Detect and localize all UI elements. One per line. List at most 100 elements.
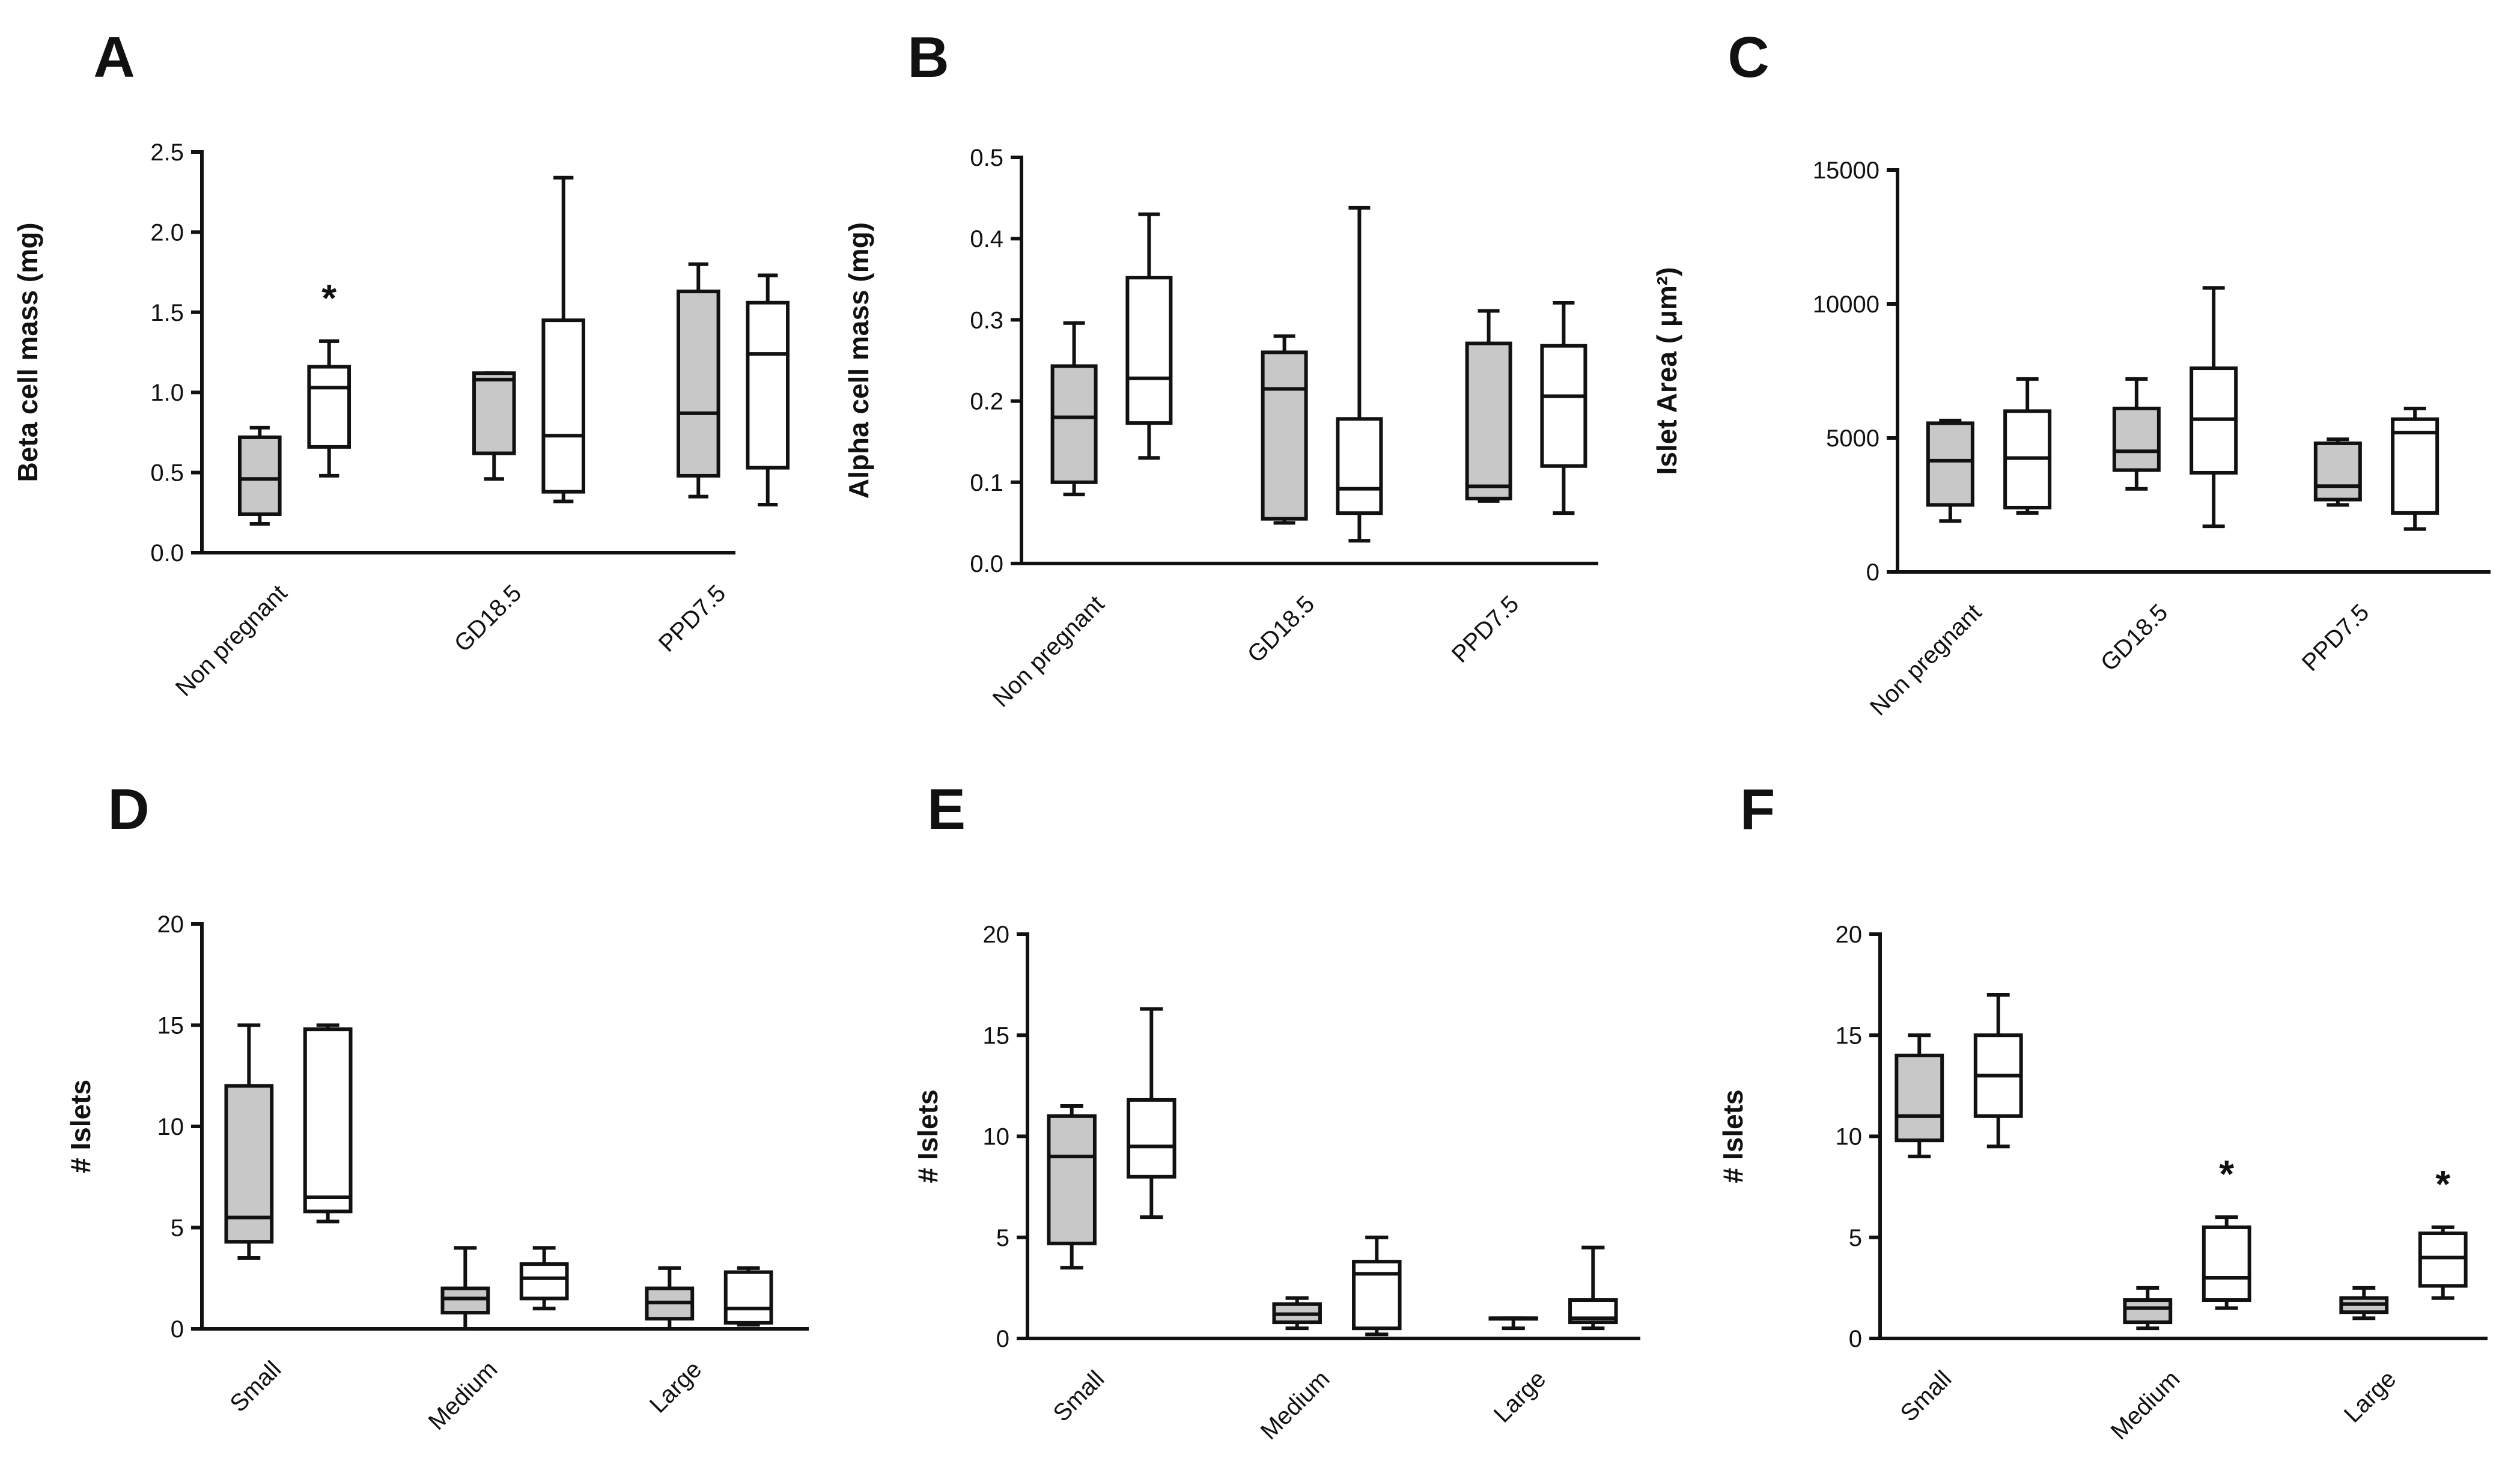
y-tick-label: 2.5	[150, 139, 184, 166]
box-plot-small-group-1	[224, 1023, 274, 1260]
category-label: Large	[1489, 1365, 1551, 1427]
box-plot-medium-group-1	[1272, 1296, 1322, 1331]
box-plot-large-group-2	[723, 1266, 773, 1327]
y-tick-label: 0.0	[970, 551, 1003, 577]
box-plot-medium-group-1	[440, 1246, 490, 1331]
y-axis-label: Beta cell mass (mg)	[12, 222, 43, 482]
box-iqr	[237, 435, 282, 516]
box-plot-gd18.5-group-2	[541, 175, 586, 503]
y-tick-label: 0	[1849, 1326, 1862, 1352]
y-tick-label: 0.2	[970, 389, 1003, 415]
category-label: GD18.5	[449, 580, 527, 657]
box-iqr	[2202, 1225, 2251, 1302]
y-tick-label: 0	[171, 1316, 184, 1343]
significance-star: *	[2435, 1162, 2450, 1206]
box-iqr	[746, 300, 790, 470]
y-tick-label: 15	[1836, 1022, 1863, 1049]
box-iqr	[1050, 364, 1098, 484]
box-plot-large-group-1	[2339, 1286, 2389, 1320]
y-axis-label: Islet Area ( μm²)	[1651, 267, 1682, 475]
box-plot-small-group-2	[303, 1023, 353, 1224]
box-iqr	[1336, 417, 1383, 515]
y-tick-label: 0	[1866, 559, 1879, 586]
box-iqr	[1261, 350, 1308, 521]
significance-star: *	[321, 276, 336, 320]
y-tick-label: 15	[157, 1013, 184, 1039]
category-label: Medium	[1256, 1365, 1335, 1445]
y-tick-label: 0.1	[970, 470, 1003, 496]
box-plot-large-group-2	[1568, 1245, 1618, 1331]
box-plot-ppd7.5-group-1	[1465, 309, 1512, 503]
y-tick-label: 10000	[1813, 291, 1879, 318]
y-axis-label: # Islets	[912, 1090, 943, 1183]
box-iqr	[1352, 1260, 1402, 1331]
chart-panel-b: B 0.0 0.1 0.2 0.3 0.4 0.5 Alpha cell mass (mg) N…	[843, 25, 1598, 712]
category-label: PPD7.5	[1447, 591, 1524, 668]
panel-letter: F	[1740, 777, 1776, 842]
chart-panel-c: C 0 5000 10000 15000 Islet Area ( μm²) Non pre…	[1651, 25, 2491, 721]
box-iqr	[676, 290, 720, 478]
box-iqr	[2112, 406, 2161, 472]
category-label: GD18.5	[2096, 599, 2173, 676]
y-tick-label: 20	[983, 922, 1010, 948]
y-tick-label: 5	[171, 1215, 184, 1242]
y-tick-label: 5	[996, 1225, 1009, 1251]
y-tick-label: 20	[1836, 922, 1863, 948]
panel-letter: E	[927, 777, 966, 842]
box-plot-large-group-1	[645, 1266, 695, 1331]
y-tick-label: 15000	[1813, 157, 1879, 184]
panel-letter: D	[108, 777, 149, 842]
category-label: Small	[1048, 1365, 1110, 1427]
box-iqr	[303, 1027, 353, 1213]
y-tick-label: 5	[1849, 1225, 1862, 1251]
category-label: Non pregnant	[988, 591, 1110, 712]
box-iqr	[2313, 441, 2362, 502]
box-iqr	[519, 1262, 569, 1301]
category-label: Large	[645, 1356, 707, 1418]
box-plot-ppd7.5-group-2	[2391, 406, 2439, 531]
box-plot-non-pregnant-group-2	[1125, 212, 1173, 460]
category-label: Non pregnant	[1865, 599, 1987, 721]
category-label: PPD7.5	[654, 580, 731, 657]
box-plot-gd18.5-group-1	[1261, 334, 1308, 525]
y-axis-label: # Islets	[1717, 1090, 1748, 1183]
box-iqr	[1127, 1098, 1176, 1179]
box-iqr	[472, 371, 516, 455]
box-plot-non-pregnant-group-1	[1050, 321, 1098, 497]
y-tick-label: 0.0	[150, 540, 184, 566]
category-label: Non pregnant	[171, 580, 293, 702]
box-iqr	[723, 1270, 773, 1325]
chart-panel-e: E 0 5 10 15 20 # Islets Small Medium Large	[912, 777, 1640, 1445]
box-plot-small-group-1	[1047, 1104, 1097, 1270]
box-iqr	[1895, 1053, 1944, 1143]
category-label: GD18.5	[1243, 591, 1320, 668]
box-plot-medium-group-1	[2123, 1286, 2173, 1331]
category-label: Small	[225, 1356, 287, 1417]
box-plot-large-group-2: *	[2418, 1162, 2468, 1300]
box-plot-non-pregnant-group-1	[1926, 419, 1974, 523]
category-label: Medium	[2106, 1365, 2185, 1445]
box-plot-gd18.5-group-1	[472, 371, 516, 481]
box-plot-medium-group-2	[1352, 1235, 1402, 1337]
box-iqr	[1125, 276, 1173, 425]
box-plot-gd18.5-group-2	[2190, 286, 2238, 529]
chart-panel-a: A 0.0 0.5 1.0 1.5 2.0 2.5 Beta cell mass (mg) No…	[12, 25, 790, 702]
panel-letter: B	[907, 25, 949, 90]
category-label: Small	[1896, 1365, 1957, 1427]
category-label: Medium	[424, 1356, 503, 1435]
box-iqr	[541, 318, 586, 494]
box-iqr	[2391, 417, 2439, 515]
box-plot-small-group-2	[1127, 1007, 1176, 1220]
box-iqr	[1540, 344, 1587, 468]
box-plot-gd18.5-group-2	[1336, 205, 1383, 543]
box-iqr	[2123, 1298, 2173, 1325]
panel-letter: C	[1727, 25, 1769, 90]
y-tick-label: 5000	[1826, 425, 1879, 452]
box-iqr	[440, 1286, 490, 1315]
box-plot-medium-group-2: *	[2202, 1152, 2251, 1310]
y-tick-label: 0	[996, 1326, 1009, 1352]
box-plot-non-pregnant-group-2: *	[307, 276, 352, 478]
y-tick-label: 0.5	[970, 145, 1003, 171]
box-plot-non-pregnant-group-2	[2003, 377, 2052, 515]
